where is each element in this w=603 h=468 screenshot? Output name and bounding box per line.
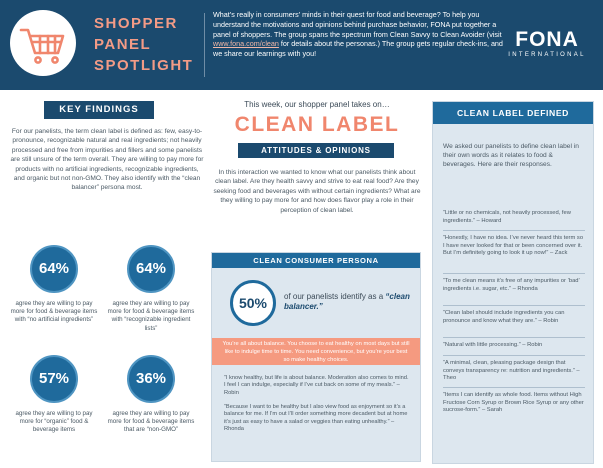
header-divider — [204, 13, 205, 77]
stat-circle: 64% — [30, 245, 78, 293]
defined-quote: “Little or no chemicals, not heavily pro… — [443, 210, 571, 224]
defined-quote: “Honestly, I have no idea. I’ve never he… — [443, 235, 584, 257]
persona-stat-circle: 50% — [230, 280, 276, 326]
logo-subtitle: INTERNATIONAL — [508, 52, 586, 58]
quote-divider — [443, 230, 585, 231]
fona-logo: FONA INTERNATIONAL — [502, 28, 592, 59]
persona-heading: CLEAN CONSUMER PERSONA — [212, 253, 420, 268]
teaser-text: This week, our shopper panel takes on… — [244, 100, 390, 109]
persona-label-prefix: of our panelists identify as a — [284, 292, 386, 301]
fona-clean-link[interactable]: www.fona.com/clean — [213, 39, 279, 49]
stat-description: agree they are willing to pay more for “… — [15, 410, 93, 434]
defined-quote: “To me clean means it’s free of any impu… — [443, 278, 580, 292]
stat-circle: 57% — [30, 355, 78, 403]
header-intro: What’s really in consumers’ minds in the… — [213, 10, 503, 59]
quote-divider — [443, 273, 585, 274]
key-findings-heading: KEY FINDINGS — [44, 101, 154, 119]
persona-stat-label: of our panelists identify as a “clean ba… — [284, 292, 414, 311]
defined-intro: We asked our panelists to define clean l… — [443, 143, 579, 169]
title-line: SPOTLIGHT — [94, 57, 194, 74]
defined-heading: CLEAN LABEL DEFINED — [433, 102, 593, 124]
page-title: SHOPPER PANEL SPOTLIGHT — [94, 13, 204, 76]
stat-description: agree they are willing to pay more for f… — [107, 300, 195, 332]
stat-circle: 36% — [127, 355, 175, 403]
header-banner: SHOPPER PANEL SPOTLIGHT What’s really in… — [0, 0, 603, 90]
defined-quote: “Clean label should include ingredients … — [443, 310, 565, 324]
clean-label-defined-card: CLEAN LABEL DEFINED We asked our panelis… — [432, 101, 594, 464]
defined-quote: “Items I can identify as whole food. Ite… — [443, 392, 584, 414]
stat-description: agree they are willing to pay more for f… — [107, 410, 195, 434]
title-line: SHOPPER — [94, 15, 178, 32]
title-line: PANEL — [94, 36, 152, 53]
persona-label-emphasis: “clean balancer.” — [284, 292, 410, 311]
stat-description: agree they are willing to pay more for f… — [10, 300, 98, 324]
attitudes-body: In this interaction we wanted to know wh… — [213, 169, 421, 214]
persona-quote: “I know healthy, but life is about balan… — [224, 375, 409, 396]
persona-card: CLEAN CONSUMER PERSONA 50% of our paneli… — [211, 252, 421, 462]
persona-quote: “Because I want to be healthy but I also… — [224, 404, 408, 433]
defined-quote: “A minimal, clean, pleasing package desi… — [443, 360, 580, 382]
logo-word: FONA — [515, 28, 579, 51]
intro-text-end: for details about the personas.) The gro… — [213, 39, 503, 59]
clean-label-title: CLEAN LABEL — [234, 113, 400, 136]
defined-quote: “Natural with little processing.” – Robi… — [443, 342, 543, 348]
quote-divider — [443, 337, 585, 338]
quote-divider — [443, 355, 585, 356]
stat-circle: 64% — [127, 245, 175, 293]
persona-banner: You’re all about balance. You choose to … — [212, 338, 420, 365]
shopping-cart-icon — [10, 10, 76, 76]
key-findings-body: For our panelists, the term clean label … — [10, 128, 204, 192]
quote-divider — [443, 305, 585, 306]
attitudes-heading: ATTITUDES & OPINIONS — [238, 143, 394, 158]
intro-text: What’s really in consumers’ minds in the… — [213, 10, 502, 39]
quote-divider — [443, 387, 585, 388]
